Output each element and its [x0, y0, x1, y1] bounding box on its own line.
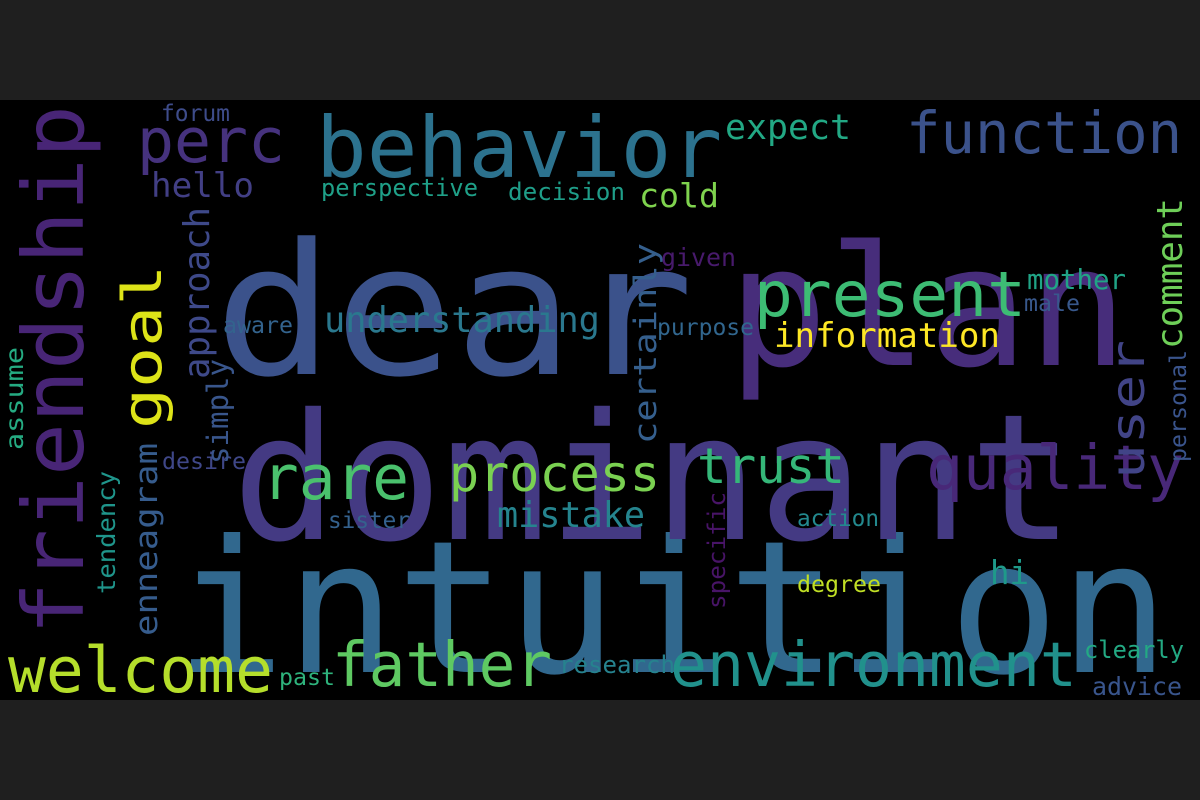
word-male: male — [1024, 289, 1080, 317]
word-desire: desire — [162, 447, 246, 475]
word-assume: assume — [0, 346, 30, 450]
word-comment: comment — [1150, 198, 1191, 349]
word-certainly: certainly — [628, 242, 665, 444]
word-purpose: purpose — [657, 315, 755, 342]
word-advice: advice — [1092, 671, 1183, 700]
word-research: research — [559, 650, 676, 679]
word-present: present — [754, 257, 1027, 331]
word-hi: hi — [990, 554, 1029, 593]
word-perspective: perspective — [321, 174, 478, 203]
word-intuition: intuition — [175, 501, 1170, 700]
word-welcome: welcome — [8, 633, 273, 701]
word-forum: forum — [161, 100, 230, 127]
word-enneagram: enneagram — [129, 442, 166, 636]
word-expect: expect — [725, 107, 852, 148]
word-function: function — [906, 100, 1183, 168]
word-mother: mother — [1027, 263, 1127, 296]
word-specific: specific — [701, 491, 731, 609]
word-action: action — [797, 506, 880, 533]
word-sister: sister — [328, 508, 411, 535]
word-dominant: dominant — [232, 376, 1075, 581]
word-rare: rare — [262, 442, 410, 514]
word-father: father — [332, 630, 553, 700]
word-personal: personal — [1165, 350, 1193, 462]
word-mistake: mistake — [497, 494, 646, 536]
word-aware: aware — [223, 311, 294, 339]
word-quality: quality — [926, 433, 1184, 505]
word-understanding: understanding — [324, 300, 600, 342]
word-environment: environment — [670, 629, 1077, 700]
word-clearly: clearly — [1084, 635, 1184, 664]
word-degree: degree — [797, 570, 881, 598]
word-plan: plan — [728, 210, 1128, 405]
word-information: information — [774, 316, 1000, 357]
word-cold: cold — [639, 175, 720, 215]
word-perc: perc — [137, 104, 285, 177]
word-trust: trust — [697, 436, 845, 495]
word-approach: approach — [177, 206, 219, 379]
word-decision: decision — [508, 177, 626, 207]
word-process: process — [449, 444, 661, 504]
word-goal: goal — [109, 264, 174, 429]
word-user: user — [1100, 339, 1155, 479]
word-behavior: behavior — [316, 100, 723, 197]
word-cloud: intuition dominant plan dear behavior fr… — [0, 100, 1200, 700]
word-tendency: tendency — [92, 470, 122, 594]
word-dear: dear — [214, 204, 694, 418]
word-hello: hello — [151, 166, 255, 206]
word-simply: simply — [201, 358, 236, 464]
word-given: given — [661, 242, 736, 272]
word-past: past — [279, 664, 335, 692]
